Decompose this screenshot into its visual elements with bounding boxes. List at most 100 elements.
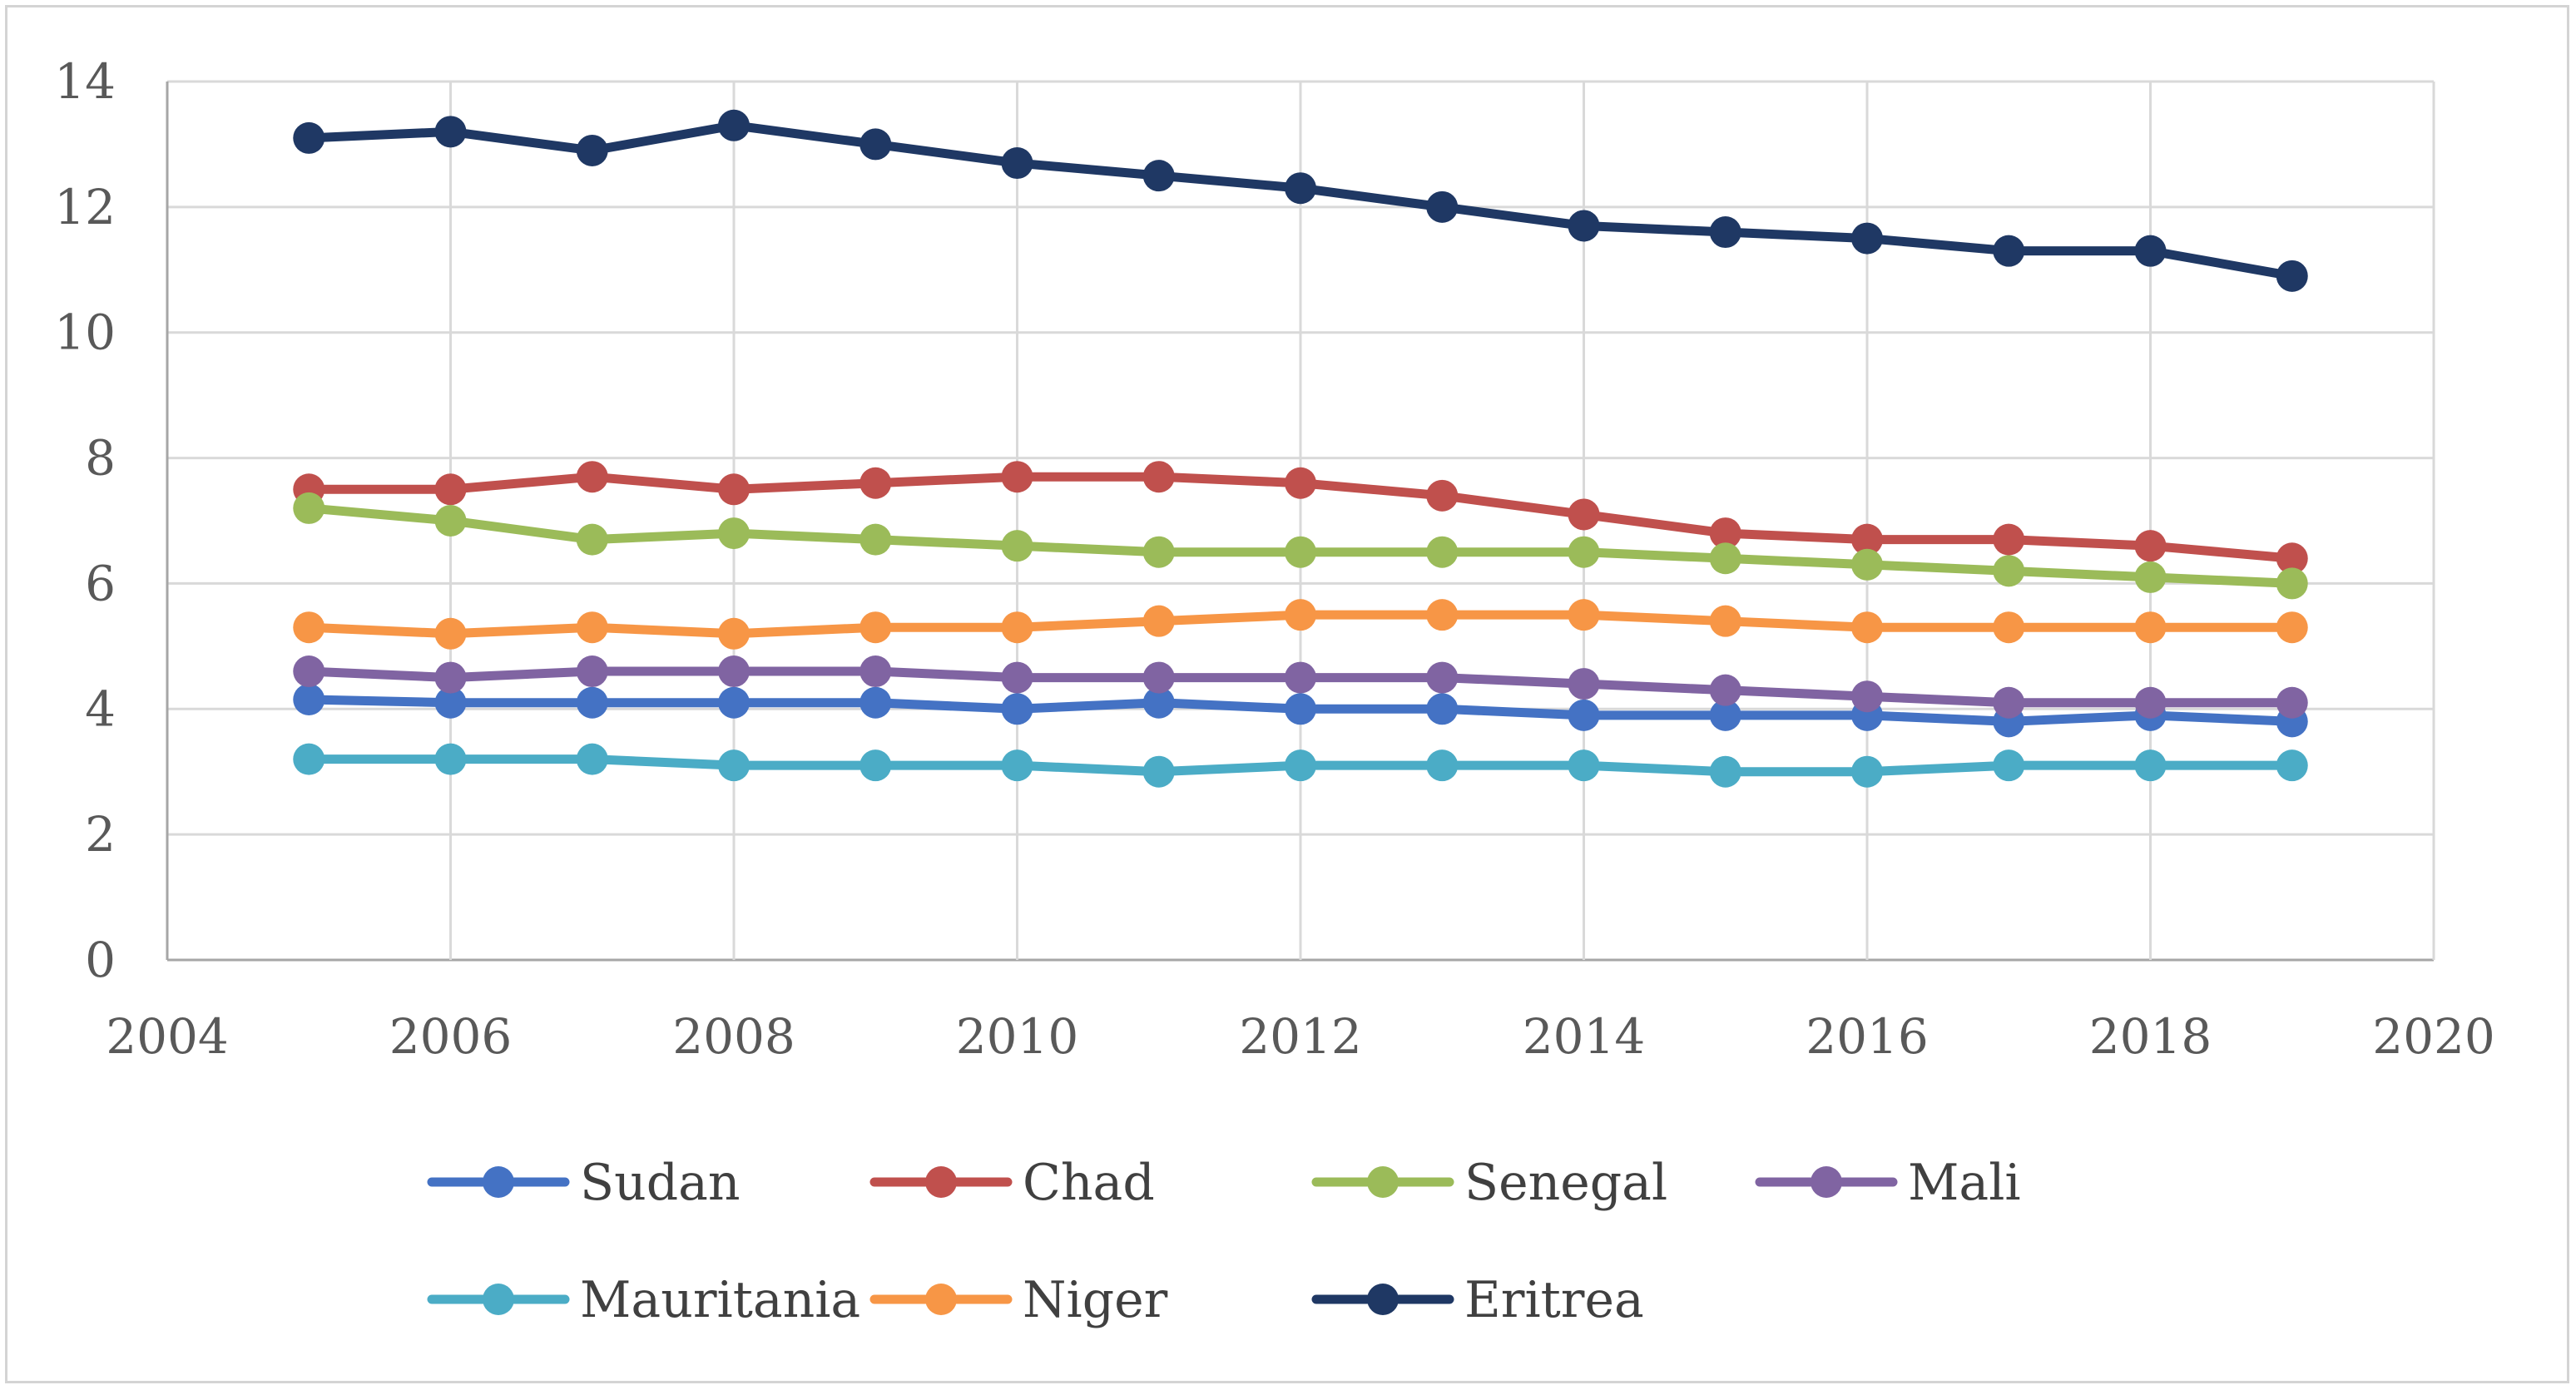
- data-point-mali: [1709, 674, 1741, 706]
- data-point-mali: [718, 655, 750, 688]
- data-point-chad: [1568, 498, 1600, 531]
- data-point-mauritania: [1426, 749, 1459, 782]
- data-point-niger: [293, 611, 325, 644]
- data-point-mauritania: [1285, 749, 1316, 782]
- x-tick-label: 2008: [672, 1008, 795, 1065]
- data-point-eritrea: [859, 128, 892, 161]
- data-point-eritrea: [1285, 172, 1316, 205]
- data-point-chad: [859, 467, 892, 499]
- series-mauritania: [293, 743, 2308, 788]
- data-point-chad: [1993, 523, 2025, 556]
- data-point-senegal: [718, 517, 750, 550]
- legend-label-senegal: Senegal: [1464, 1154, 1667, 1212]
- data-point-mali: [2134, 686, 2167, 719]
- data-point-niger: [2134, 611, 2167, 644]
- data-point-eritrea: [718, 109, 750, 141]
- x-tick-label: 2020: [2372, 1008, 2495, 1065]
- data-point-sudan: [1426, 693, 1459, 725]
- data-point-mali: [576, 655, 608, 688]
- data-point-niger: [2276, 611, 2308, 644]
- data-point-mali: [1993, 686, 2025, 719]
- data-point-sudan: [434, 686, 467, 719]
- data-point-eritrea: [576, 134, 608, 166]
- data-point-mali: [2276, 686, 2308, 719]
- data-point-chad: [1285, 467, 1316, 499]
- data-point-chad: [2134, 530, 2167, 562]
- data-point-mauritania: [2134, 749, 2167, 782]
- data-point-senegal: [434, 505, 467, 537]
- data-point-chad: [1001, 461, 1033, 493]
- data-point-mauritania: [718, 749, 750, 782]
- data-point-senegal: [1851, 548, 1883, 581]
- data-point-senegal: [859, 523, 892, 556]
- legend-label-eritrea: Eritrea: [1464, 1271, 1644, 1329]
- y-tick-label: 6: [85, 555, 116, 611]
- series-mali: [293, 655, 2308, 719]
- data-point-eritrea: [434, 116, 467, 148]
- data-point-senegal: [576, 523, 608, 556]
- y-tick-label: 12: [54, 179, 116, 235]
- data-point-niger: [1142, 605, 1175, 637]
- legend-item-chad: Chad: [869, 1154, 1155, 1212]
- data-point-niger: [1426, 599, 1459, 631]
- legend-swatch-marker: [925, 1166, 957, 1198]
- y-tick-label: 4: [85, 680, 116, 737]
- data-point-eritrea: [293, 121, 325, 154]
- legend-item-mali: Mali: [1755, 1154, 2021, 1212]
- data-point-mali: [293, 655, 325, 688]
- x-tick-label: 2006: [389, 1008, 513, 1065]
- legend-swatch-marker: [483, 1284, 514, 1315]
- y-tick-label: 14: [54, 53, 116, 110]
- data-point-senegal: [1285, 536, 1316, 568]
- data-point-sudan: [718, 686, 750, 719]
- data-point-niger: [1001, 611, 1033, 644]
- data-point-senegal: [1142, 536, 1175, 568]
- data-point-sudan: [859, 686, 892, 719]
- data-point-eritrea: [1568, 210, 1600, 242]
- chart-frame: 0 2 4 6 8 10 12 14 2004 2006 2008 2010 2012 2014 2016 2…: [5, 5, 2569, 1383]
- data-point-chad: [1426, 479, 1459, 512]
- data-point-eritrea: [1993, 235, 2025, 267]
- data-point-mali: [859, 655, 892, 688]
- data-point-niger: [1993, 611, 2025, 644]
- data-point-mauritania: [434, 743, 467, 775]
- data-point-chad: [576, 461, 608, 493]
- series-niger: [293, 599, 2308, 650]
- legend-item-sudan: Sudan: [427, 1154, 741, 1212]
- data-point-senegal: [293, 492, 325, 524]
- data-point-mauritania: [1851, 755, 1883, 788]
- legend-item-niger: Niger: [869, 1271, 1168, 1329]
- x-tick-label: 2018: [2089, 1008, 2212, 1065]
- data-point-chad: [718, 473, 750, 506]
- legend-swatch-marker: [483, 1166, 514, 1198]
- data-point-mauritania: [1709, 755, 1741, 788]
- x-tick-label: 2016: [1806, 1008, 1929, 1065]
- data-point-chad: [1709, 517, 1741, 550]
- legend-swatch-marker: [1811, 1166, 1842, 1198]
- data-point-niger: [859, 611, 892, 644]
- data-point-senegal: [2134, 561, 2167, 593]
- data-point-mauritania: [859, 749, 892, 782]
- data-point-eritrea: [1001, 147, 1033, 180]
- series-eritrea: [293, 109, 2308, 292]
- series-chad: [293, 461, 2308, 575]
- data-point-mali: [434, 661, 467, 694]
- series-senegal: [293, 492, 2308, 600]
- series-lines: [293, 109, 2308, 788]
- grid-lines: [166, 80, 2435, 962]
- legend-label-mali: Mali: [1908, 1154, 2021, 1212]
- data-point-sudan: [576, 686, 608, 719]
- legend-swatch-marker: [1367, 1166, 1399, 1198]
- y-tick-label: 10: [54, 304, 116, 361]
- legend-swatch-marker: [925, 1284, 957, 1315]
- data-point-senegal: [1993, 555, 2025, 587]
- data-point-niger: [434, 617, 467, 650]
- data-point-chad: [2276, 542, 2308, 575]
- data-point-sudan: [1709, 699, 1741, 731]
- legend-swatch-marker: [1367, 1284, 1399, 1315]
- legend-label-niger: Niger: [1023, 1271, 1168, 1329]
- data-point-senegal: [1426, 536, 1459, 568]
- data-point-mauritania: [1568, 749, 1600, 782]
- data-point-chad: [1142, 461, 1175, 493]
- data-point-niger: [1568, 599, 1600, 631]
